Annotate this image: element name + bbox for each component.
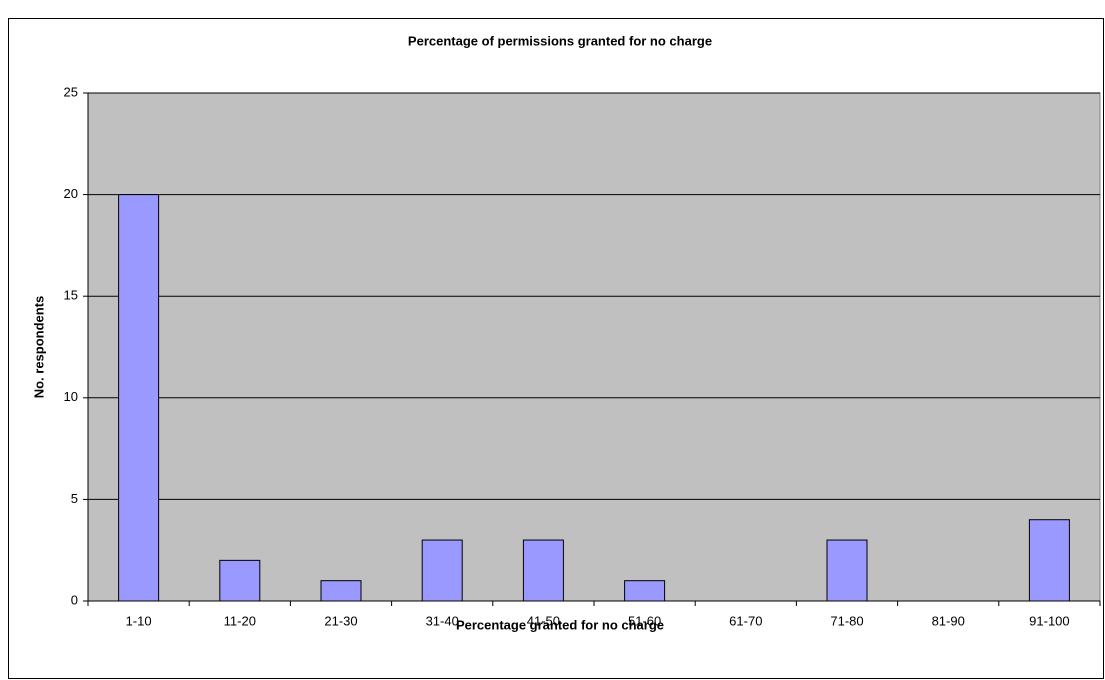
- y-tick-label: 10: [64, 389, 78, 404]
- y-tick-label: 20: [64, 186, 78, 201]
- bar: [421, 539, 463, 602]
- bar: [118, 194, 160, 602]
- x-tick-label: 11-20: [224, 613, 256, 628]
- x-tick-label: 71-80: [830, 613, 863, 628]
- y-tick-label: 5: [71, 491, 78, 506]
- x-tick-label: 21-30: [324, 613, 357, 628]
- bar: [320, 580, 362, 602]
- x-tick-label: 91-100: [1029, 613, 1069, 628]
- chart-title: Percentage of permissions granted for no…: [408, 33, 712, 48]
- x-tick-label: 61-70: [729, 613, 762, 628]
- x-tick-label: 1-10: [126, 613, 152, 628]
- x-tick-label: 41-50: [527, 613, 560, 628]
- y-axis-label: No. respondents: [31, 296, 46, 399]
- bar: [624, 580, 666, 602]
- bar: [522, 539, 564, 602]
- x-axis-label: Percentage granted for no charge: [456, 617, 664, 632]
- y-tick-label: 25: [64, 84, 78, 99]
- y-tick-label: 15: [64, 288, 78, 303]
- y-tick-label: 0: [71, 592, 78, 607]
- bar: [219, 559, 261, 602]
- x-tick-label: 81-90: [932, 613, 965, 628]
- x-tick-label: 51-60: [628, 613, 661, 628]
- bar: [826, 539, 868, 602]
- plot-area: [87, 92, 1101, 602]
- bar: [1028, 519, 1070, 602]
- x-tick-label: 31-40: [426, 613, 459, 628]
